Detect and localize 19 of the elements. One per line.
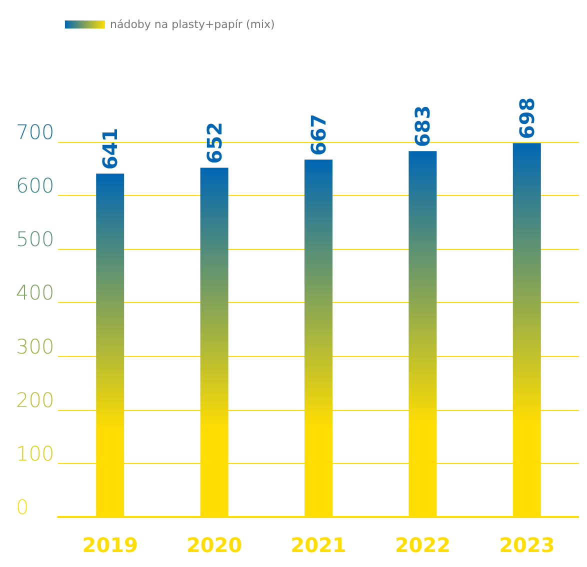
y-tick-label: 200 <box>16 388 54 412</box>
x-tick-label: 2021 <box>290 533 346 557</box>
y-tick-label: 0 <box>16 495 29 519</box>
data-label: 683 <box>410 105 435 148</box>
y-tick-label: 500 <box>16 227 54 252</box>
y-tick-label: 400 <box>16 280 54 305</box>
x-tick-label: 2019 <box>82 533 138 557</box>
data-label: 698 <box>514 97 539 140</box>
y-tick-label: 600 <box>16 174 54 198</box>
y-tick-label: 100 <box>16 441 54 466</box>
x-tick-label: 2023 <box>499 533 555 557</box>
y-tick-label: 300 <box>16 334 54 358</box>
x-tick-label: 2020 <box>186 533 242 557</box>
x-tick-label: 2022 <box>394 533 451 557</box>
data-label: 652 <box>202 122 226 164</box>
data-label: 667 <box>306 114 330 156</box>
legend-label: nádoby na plasty+papír (mix) <box>110 18 275 31</box>
y-tick-label: 700 <box>16 120 54 144</box>
data-label: 641 <box>98 128 122 170</box>
